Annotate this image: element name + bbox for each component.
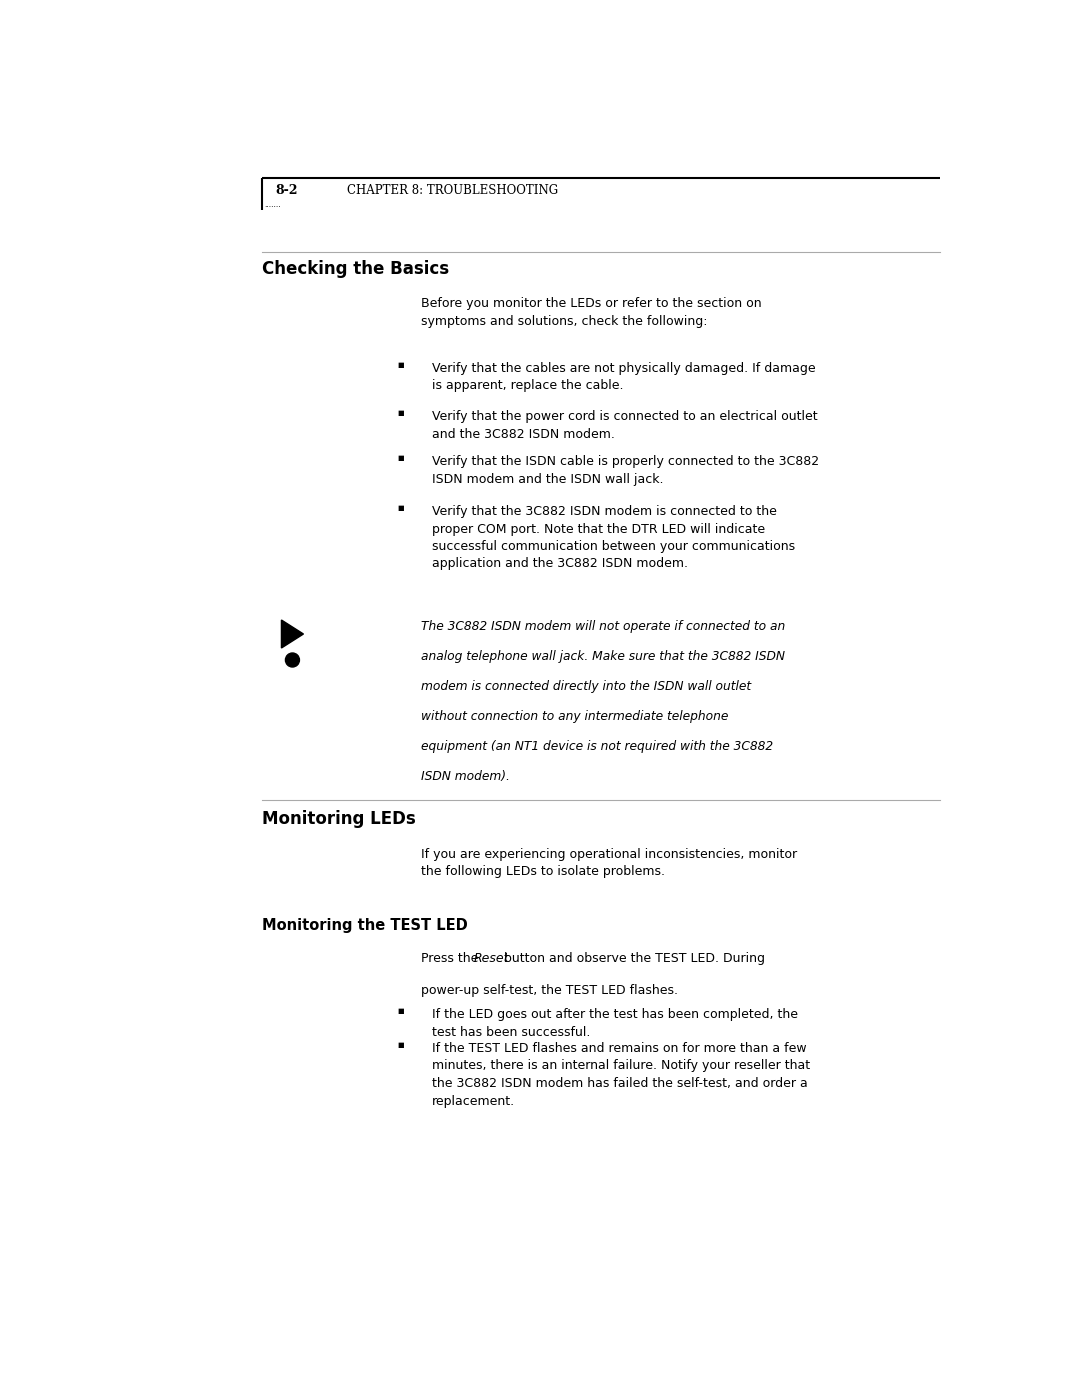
Text: Verify that the power cord is connected to an electrical outlet
and the 3C882 IS: Verify that the power cord is connected … <box>432 409 818 440</box>
Text: Monitoring the TEST LED: Monitoring the TEST LED <box>262 918 469 933</box>
Polygon shape <box>282 620 303 648</box>
Text: ISDN modem).: ISDN modem). <box>421 770 510 782</box>
Text: ■: ■ <box>397 1042 404 1048</box>
Text: ·······: ······· <box>265 203 281 211</box>
Text: If you are experiencing operational inconsistencies, monitor
the following LEDs : If you are experiencing operational inco… <box>421 848 797 879</box>
Text: Verify that the cables are not physically damaged. If damage
is apparent, replac: Verify that the cables are not physicall… <box>432 362 815 393</box>
Text: button and observe the TEST LED. During: button and observe the TEST LED. During <box>500 951 766 965</box>
Text: equipment (an NT1 device is not required with the 3C882: equipment (an NT1 device is not required… <box>421 740 773 753</box>
Text: CHAPTER 8: TROUBLESHOOTING: CHAPTER 8: TROUBLESHOOTING <box>348 184 558 197</box>
Text: Checking the Basics: Checking the Basics <box>262 260 449 278</box>
Text: ■: ■ <box>397 455 404 461</box>
Circle shape <box>285 652 299 666</box>
Text: ■: ■ <box>397 504 404 511</box>
Text: ■: ■ <box>397 1009 404 1014</box>
Text: Before you monitor the LEDs or refer to the section on
symptoms and solutions, c: Before you monitor the LEDs or refer to … <box>421 298 761 327</box>
Text: modem is connected directly into the ISDN wall outlet: modem is connected directly into the ISD… <box>421 680 752 693</box>
Text: 8-2: 8-2 <box>275 184 298 197</box>
Text: Monitoring LEDs: Monitoring LEDs <box>262 810 416 828</box>
Text: ■: ■ <box>397 362 404 367</box>
Text: Verify that the ISDN cable is properly connected to the 3C882
ISDN modem and the: Verify that the ISDN cable is properly c… <box>432 455 819 486</box>
Text: Reset: Reset <box>474 951 510 965</box>
Text: Verify that the 3C882 ISDN modem is connected to the
proper COM port. Note that : Verify that the 3C882 ISDN modem is conn… <box>432 504 795 570</box>
Text: ■: ■ <box>397 409 404 416</box>
Text: Press the: Press the <box>421 951 483 965</box>
Text: without connection to any intermediate telephone: without connection to any intermediate t… <box>421 710 729 724</box>
Text: If the LED goes out after the test has been completed, the
test has been success: If the LED goes out after the test has b… <box>432 1009 798 1038</box>
Text: If the TEST LED flashes and remains on for more than a few
minutes, there is an : If the TEST LED flashes and remains on f… <box>432 1042 810 1108</box>
Text: analog telephone wall jack. Make sure that the 3C882 ISDN: analog telephone wall jack. Make sure th… <box>421 650 785 664</box>
Text: power-up self-test, the TEST LED flashes.: power-up self-test, the TEST LED flashes… <box>421 983 678 997</box>
Text: The 3C882 ISDN modem will not operate if connected to an: The 3C882 ISDN modem will not operate if… <box>421 620 785 633</box>
